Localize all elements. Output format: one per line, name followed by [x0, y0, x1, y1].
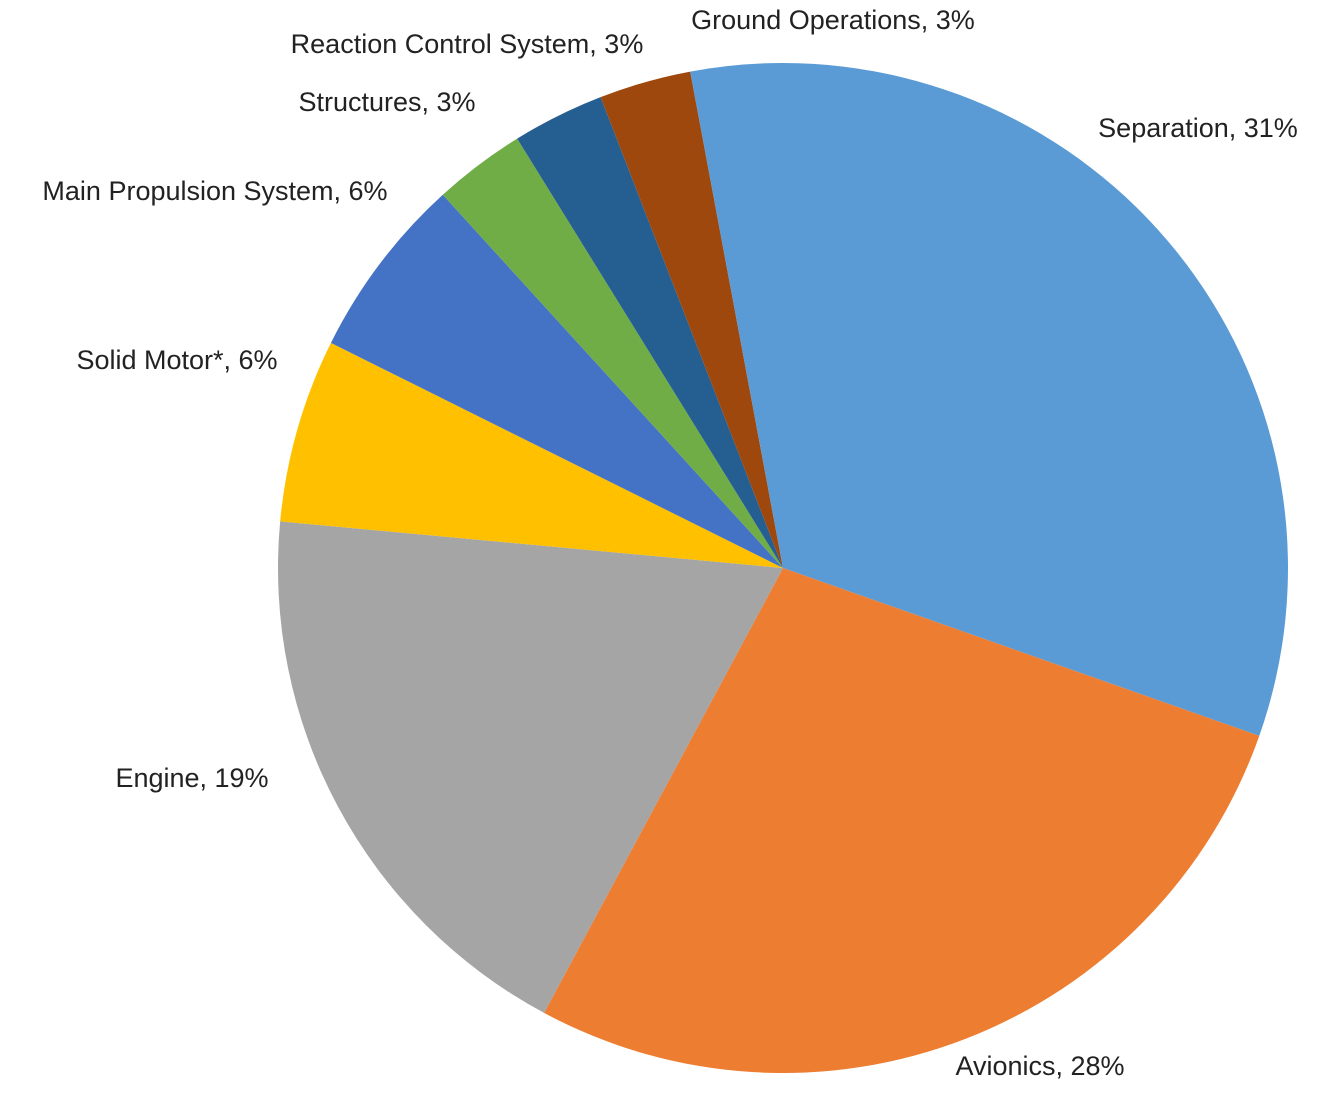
data-label: Main Propulsion System, 6%: [42, 176, 387, 206]
pie-slice: [783, 63, 1289, 736]
pie-slice: [690, 63, 783, 568]
pie-slice: [280, 342, 783, 568]
data-label: Structures, 3%: [298, 87, 475, 117]
pie-slice: [278, 521, 783, 1013]
pie-slice: [442, 138, 783, 568]
pie-slice: [330, 194, 783, 569]
data-label: Ground Operations, 3%: [691, 5, 975, 35]
data-label: Solid Motor*, 6%: [76, 345, 277, 375]
pie-slice: [600, 71, 783, 569]
data-label: Avionics, 28%: [955, 1051, 1124, 1081]
pie-slice: [517, 97, 783, 568]
data-label: Reaction Control System, 3%: [291, 29, 644, 59]
pie-slice: [544, 568, 1260, 1073]
data-label: Separation, 31%: [1098, 113, 1298, 143]
data-label: Engine, 19%: [115, 763, 268, 793]
